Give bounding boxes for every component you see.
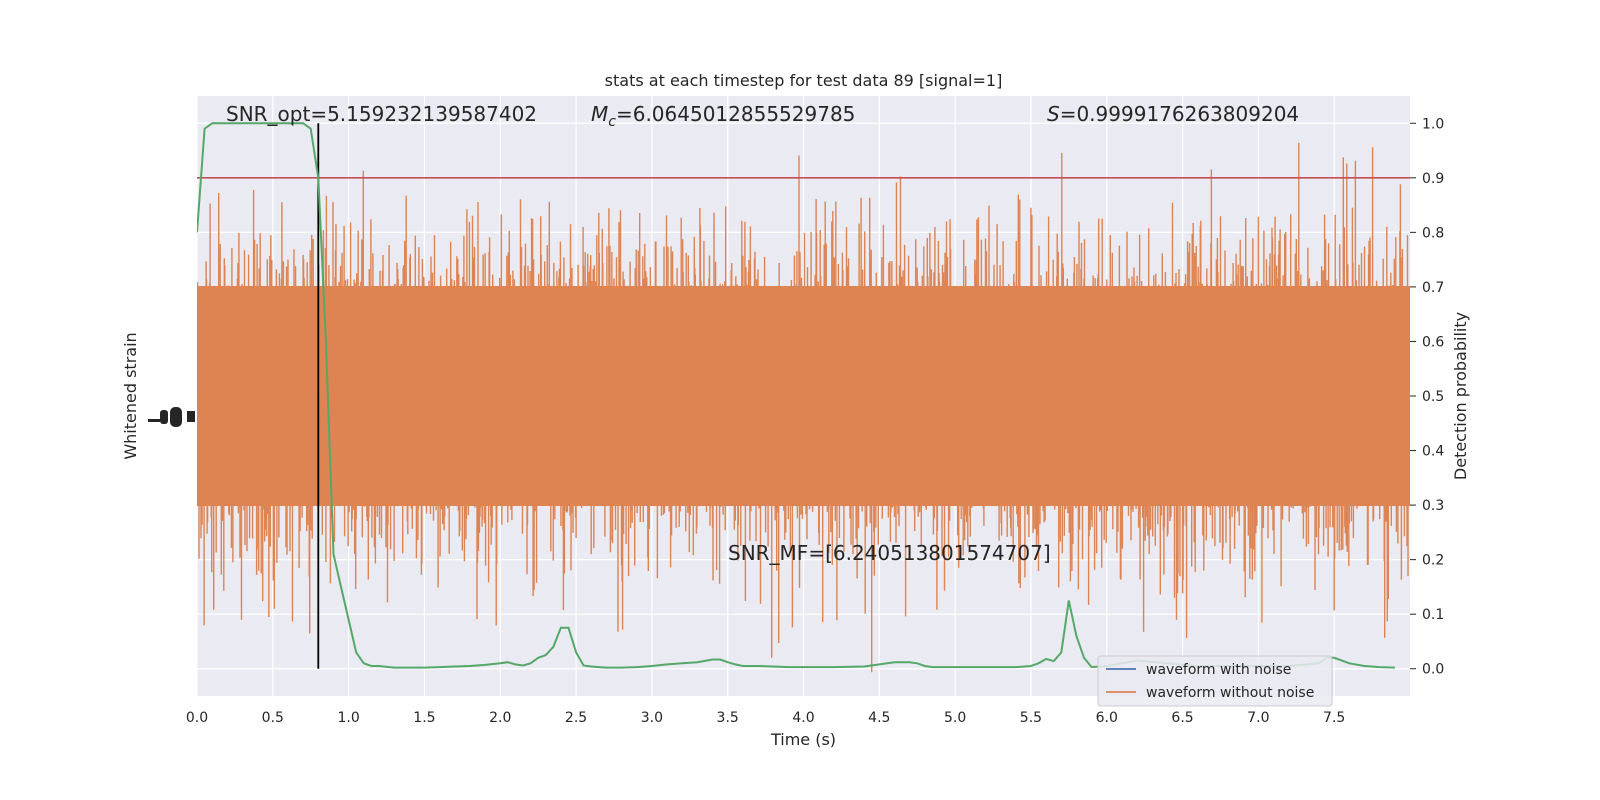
x-tick-label: 2.5 bbox=[565, 710, 587, 726]
y-tick-label: 0.1 bbox=[1422, 607, 1444, 623]
y-tick-label: 0.5 bbox=[1422, 389, 1444, 405]
legend: waveform with noise waveform without noi… bbox=[1097, 655, 1333, 707]
x-tick-label: 5.0 bbox=[944, 710, 966, 726]
x-tick-label: 1.5 bbox=[413, 710, 435, 726]
strain-plot bbox=[197, 142, 1410, 673]
legend-box bbox=[1097, 655, 1333, 707]
y-tick-label: 0.6 bbox=[1422, 334, 1444, 350]
chirp-mass-annotation: Mc=6.0645012855529785 bbox=[591, 102, 855, 130]
x-tick-label: 1.0 bbox=[337, 710, 359, 726]
legend-label-with-noise: waveform with noise bbox=[1146, 662, 1291, 678]
x-tick-label: 7.5 bbox=[1323, 710, 1345, 726]
y-tick-label: 0.8 bbox=[1422, 225, 1444, 241]
snr-mf-annotation: SNR_MF=[6.240513801574707] bbox=[728, 541, 1051, 565]
x-tick-label: 6.0 bbox=[1096, 710, 1118, 726]
x-tick-label: 4.5 bbox=[868, 710, 890, 726]
x-axis-label: Time (s) bbox=[770, 730, 836, 749]
x-tick-label: 2.0 bbox=[489, 710, 511, 726]
strain-spikes bbox=[197, 142, 1410, 673]
snr-opt-annotation: SNR_opt=5.159232139587402 bbox=[226, 102, 537, 126]
x-tick-label: 7.0 bbox=[1247, 710, 1269, 726]
y-axis-right-ticks: 0.0 0.1 0.2 0.3 0.4 0.5 0.6 0.7 0.8 0.9 1.0 bbox=[1410, 116, 1444, 678]
x-axis-ticks: 0.0 0.5 1.0 1.5 2.0 2.5 3.0 3.5 4.0 4.5 5.0 5.5 6.0 6… bbox=[186, 710, 1345, 726]
x-tick-label: 3.0 bbox=[641, 710, 663, 726]
x-tick-label: 3.5 bbox=[717, 710, 739, 726]
statistic-annotation: S=0.9999176263809204 bbox=[1047, 102, 1299, 126]
left-axis-ticks bbox=[148, 407, 195, 427]
y-tick-label: 0.4 bbox=[1422, 444, 1444, 460]
y-axis-right-label: Detection probability bbox=[1451, 312, 1470, 480]
y-tick-label: 0.2 bbox=[1422, 553, 1444, 569]
y-tick-label: 1.0 bbox=[1422, 116, 1444, 132]
x-tick-label: 6.5 bbox=[1171, 710, 1193, 726]
x-tick-label: 4.0 bbox=[792, 710, 814, 726]
y-tick-label: 0.3 bbox=[1422, 498, 1444, 514]
x-tick-label: 0.0 bbox=[186, 710, 208, 726]
chart-title: stats at each timestep for test data 89 … bbox=[605, 71, 1003, 90]
legend-label-without-noise: waveform without noise bbox=[1146, 685, 1314, 701]
x-tick-label: 0.5 bbox=[262, 710, 284, 726]
x-tick-label: 5.5 bbox=[1020, 710, 1042, 726]
y-tick-label: 0.7 bbox=[1422, 280, 1444, 296]
y-axis-left-label: Whitened strain bbox=[121, 332, 140, 459]
y-tick-label: 0.9 bbox=[1422, 171, 1444, 187]
y-tick-label: 0.0 bbox=[1422, 662, 1444, 678]
